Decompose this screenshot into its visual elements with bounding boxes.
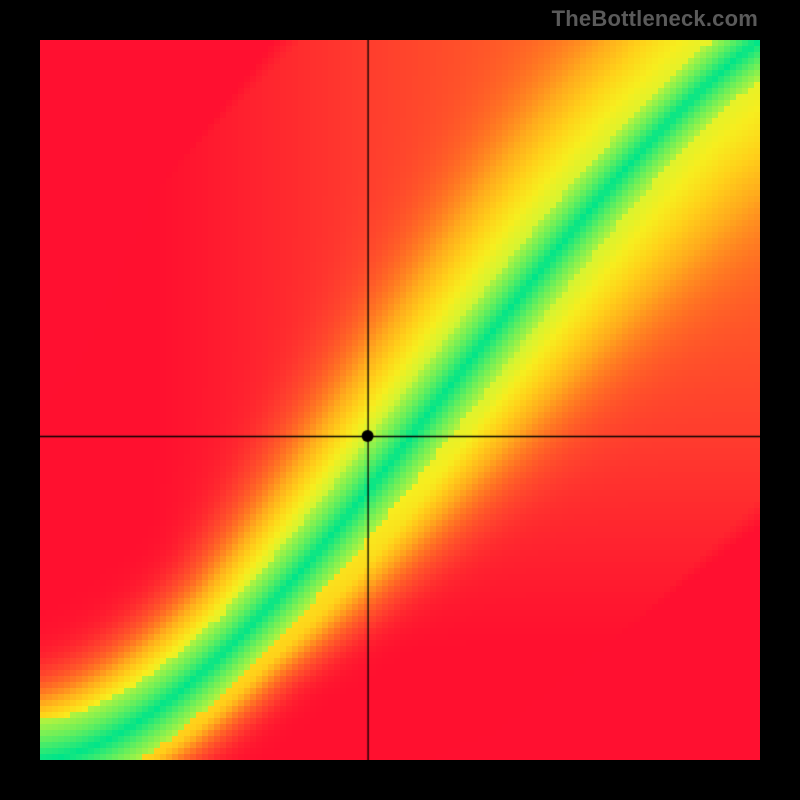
watermark-text: TheBottleneck.com <box>552 6 758 32</box>
crosshair-overlay <box>40 40 760 760</box>
